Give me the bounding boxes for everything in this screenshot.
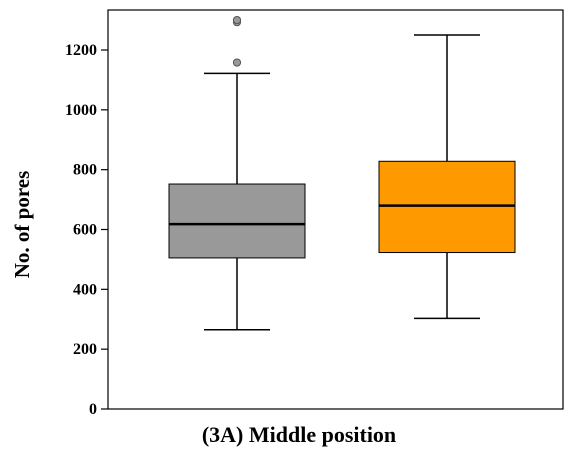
outlier-point [232,58,242,67]
y-tick-label: 1000 [65,102,97,119]
y-tick-label: 200 [73,341,97,358]
box-group [378,34,516,320]
chart-title: (3A) Middle position [202,422,396,447]
box-iqr [168,183,306,259]
y-tick-label: 1200 [65,42,97,59]
box-series [168,15,516,331]
y-axis-title: No. of pores [10,171,34,279]
y-tick-label: 600 [73,221,97,238]
y-tick-label: 0 [89,401,97,418]
box-group [168,15,306,331]
outlier-point [232,15,242,25]
y-tick-label: 800 [73,162,97,179]
box-iqr [378,160,516,254]
plot-frame [107,9,564,410]
y-tick-label: 400 [73,281,97,298]
y-axis-ticks: 0 200 400 600 800 1000 1200 [65,42,108,418]
